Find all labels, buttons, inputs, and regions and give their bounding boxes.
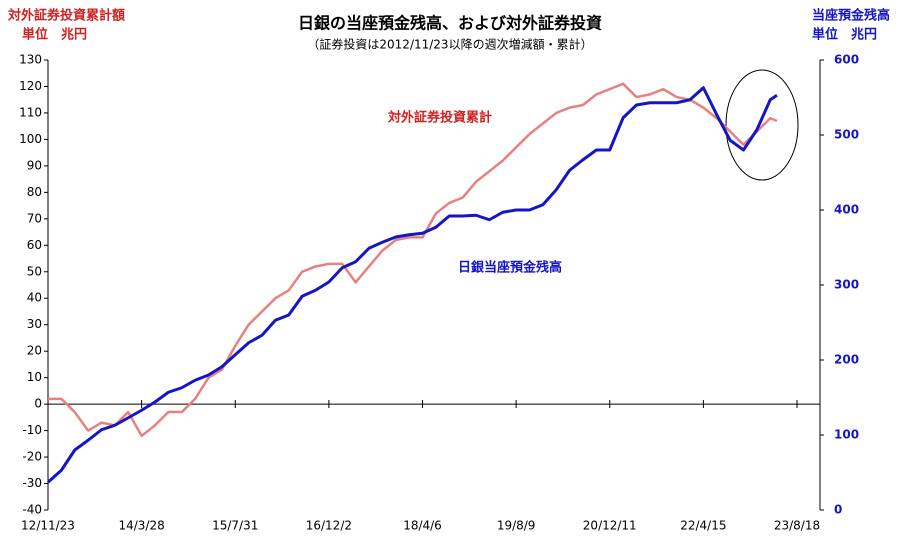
- y2-tick-label: 600: [834, 53, 859, 67]
- x-tick-label: 16/12/2: [306, 519, 352, 533]
- y-tick-label: -10: [22, 423, 42, 437]
- y2-tick-label: 300: [834, 278, 859, 292]
- y-tick-label: 130: [19, 53, 42, 67]
- y-tick-label: 70: [27, 211, 42, 225]
- y2-axis-title: 当座預金残高: [812, 8, 890, 24]
- y-tick-label: -20: [22, 450, 42, 464]
- x-tick-label: 19/8/9: [497, 519, 536, 533]
- y-tick-label: 60: [27, 238, 42, 252]
- y2-tick-label: 400: [834, 203, 859, 217]
- highlight-ellipse: [725, 69, 799, 181]
- x-tick-label: 14/3/28: [118, 519, 164, 533]
- series-line: [46, 86, 778, 484]
- series-line: [48, 82, 778, 438]
- y2-tick-label: 200: [834, 353, 859, 367]
- y-tick-label: 110: [19, 105, 42, 119]
- chart-subtitle: （証券投資は2012/11/23以降の週次増減額・累計）: [307, 37, 592, 52]
- y-tick-label: 50: [27, 264, 42, 278]
- y-tick-label: 30: [27, 317, 42, 331]
- y2-tick-label: 500: [834, 128, 859, 142]
- y-tick-label: 20: [27, 344, 42, 358]
- y-tick-label: 80: [27, 185, 42, 199]
- series-label: 日銀当座預金残高: [458, 260, 562, 276]
- y-tick-label: 120: [19, 79, 42, 93]
- y-tick-label: 100: [19, 132, 42, 146]
- y2-axis-unit: 単位 兆円: [812, 27, 877, 43]
- x-tick-label: 15/7/31: [212, 519, 258, 533]
- chart-title: 日銀の当座預金残高、および対外証券投資: [298, 14, 602, 33]
- x-tick-label: 18/4/6: [403, 519, 442, 533]
- y-tick-label: 0: [34, 397, 42, 411]
- y-axis-unit: 単位 兆円: [22, 27, 87, 43]
- y-tick-label: 40: [27, 291, 42, 305]
- series-label: 対外証券投資累計: [387, 110, 492, 126]
- y-tick-label: -40: [22, 503, 42, 517]
- x-tick-label: 22/4/15: [680, 519, 726, 533]
- x-tick-label: 12/11/23: [21, 519, 75, 533]
- x-tick-label: 20/12/11: [583, 519, 637, 533]
- y2-tick-label: 100: [834, 428, 859, 442]
- y2-tick-label: 0: [834, 503, 842, 517]
- x-tick-label: 23/8/18: [774, 519, 820, 533]
- y-tick-label: 90: [27, 158, 42, 172]
- y-axis-title: 対外証券投資累計額: [7, 8, 125, 24]
- y-tick-label: 10: [27, 370, 42, 384]
- y-tick-label: -30: [22, 476, 42, 490]
